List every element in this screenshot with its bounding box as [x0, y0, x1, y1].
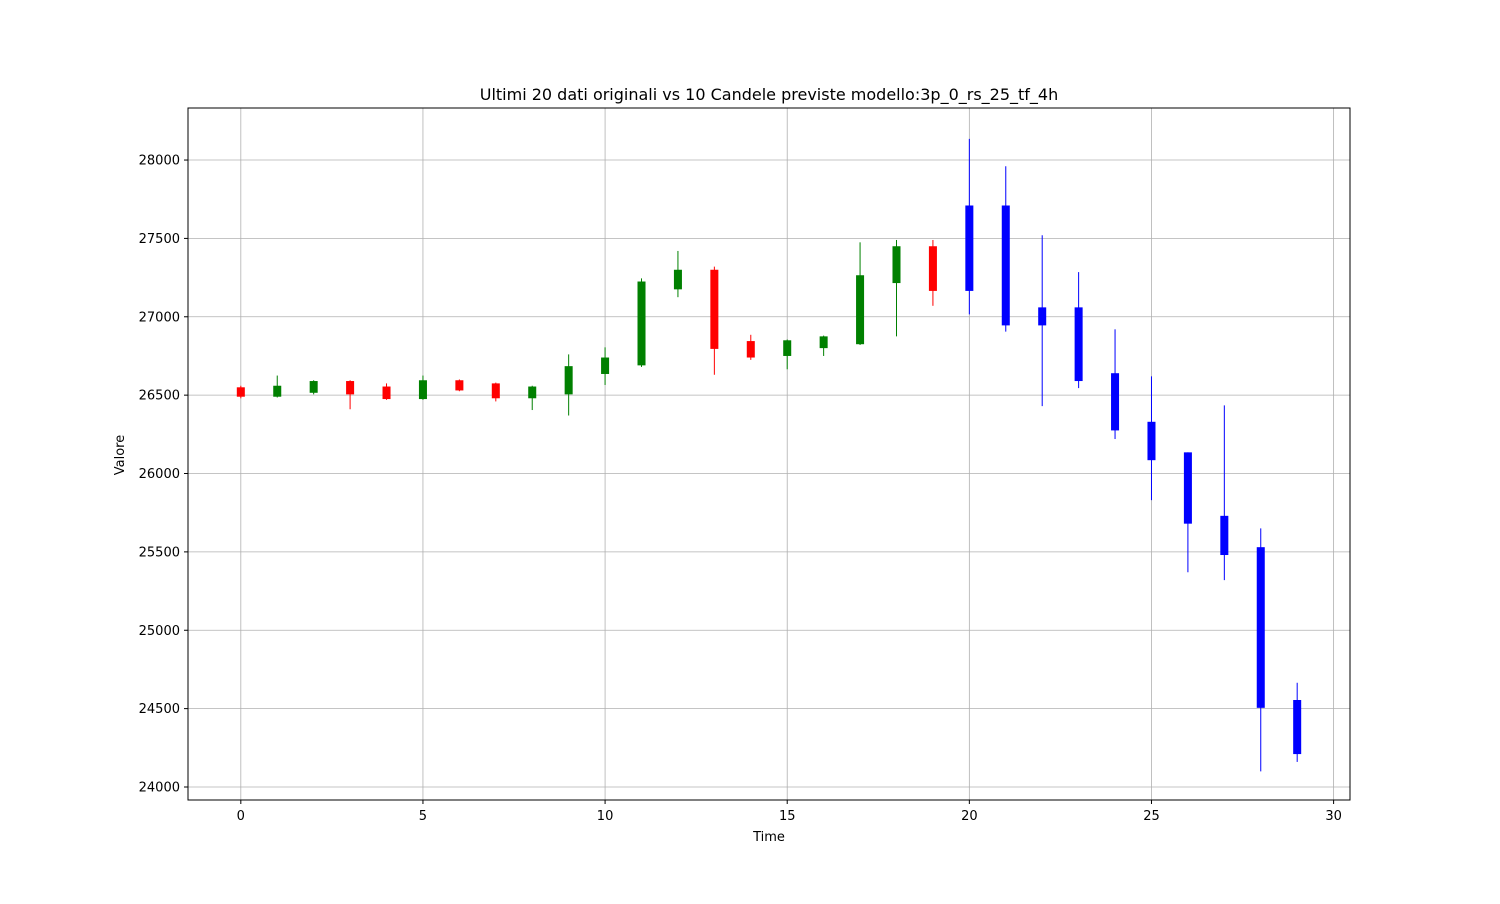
x-tick-label: 10: [597, 809, 614, 824]
candle-body: [236, 387, 245, 397]
candle-body: [309, 381, 318, 393]
candle-body: [673, 269, 682, 290]
x-axis-label: Time: [752, 830, 785, 845]
candle-body: [491, 383, 500, 399]
candle-body: [783, 340, 792, 356]
candle-body: [819, 336, 828, 349]
x-tick-label: 0: [237, 809, 245, 824]
y-tick-label: 24500: [139, 702, 180, 717]
candle-body: [746, 341, 755, 358]
x-tick-label: 5: [419, 809, 427, 824]
y-tick-label: 24000: [139, 780, 180, 795]
candle-body: [418, 380, 427, 400]
y-axis-label: Valore: [113, 435, 128, 475]
candle-body: [346, 381, 355, 395]
candle-body: [1111, 373, 1120, 431]
x-tick-label: 20: [961, 809, 978, 824]
candle-body: [1001, 205, 1010, 326]
candle-body: [1220, 515, 1229, 556]
candle-body: [382, 386, 391, 400]
x-tick-label: 15: [779, 809, 796, 824]
candle-body: [965, 205, 974, 291]
candle-body: [564, 366, 573, 395]
y-tick-label: 28000: [139, 154, 180, 169]
y-tick-label: 25500: [139, 545, 180, 560]
candle-body: [1183, 452, 1192, 524]
candle-body: [455, 380, 464, 391]
candle-body: [1147, 421, 1156, 461]
candle-body: [1074, 307, 1083, 382]
candle-body: [1293, 700, 1302, 755]
y-tick-label: 27500: [139, 232, 180, 247]
candle-body: [928, 246, 937, 291]
candle-body: [1256, 547, 1265, 708]
candle-body: [528, 386, 537, 399]
y-tick-label: 25000: [139, 624, 180, 639]
y-tick-label: 27000: [139, 310, 180, 325]
candle-body: [710, 269, 719, 349]
candle-body: [1038, 307, 1047, 326]
candle-body: [273, 385, 282, 397]
candle-body: [637, 281, 646, 366]
x-tick-label: 30: [1325, 809, 1342, 824]
y-tick-label: 26500: [139, 389, 180, 404]
candle-body: [601, 357, 610, 374]
y-tick-label: 26000: [139, 467, 180, 482]
candle-body: [856, 275, 865, 345]
plot-frame: [187, 107, 1351, 801]
x-tick-label: 25: [1143, 809, 1160, 824]
candle-body: [892, 246, 901, 284]
chart-title: Ultimi 20 dati originali vs 10 Candele p…: [480, 85, 1059, 105]
